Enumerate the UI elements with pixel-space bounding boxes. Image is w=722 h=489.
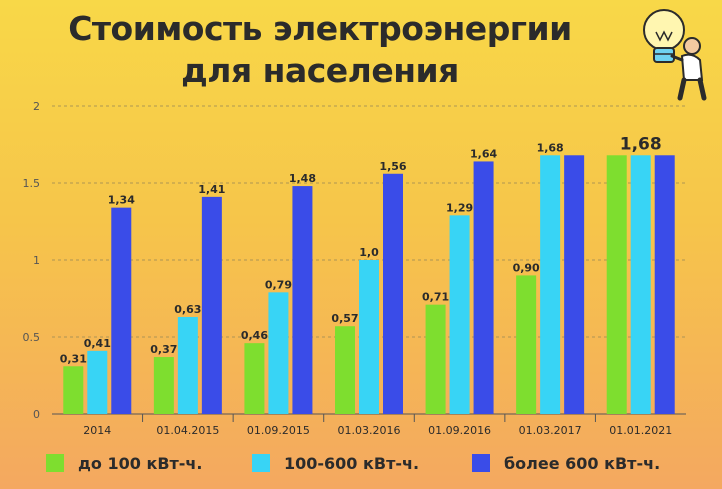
bar-s1-c4 — [449, 215, 470, 414]
data-label-s1-c1: 0,63 — [174, 303, 201, 316]
bar-s0-c1 — [153, 357, 174, 414]
bar-s0-c6 — [606, 155, 627, 414]
data-label-s1-c5: 1,68 — [537, 141, 564, 154]
y-tick-label-2: 1 — [33, 254, 40, 267]
data-label-s1-c4: 1,29 — [446, 201, 473, 214]
legend-swatch-under-100 — [46, 454, 64, 472]
bar-s2-c0 — [111, 207, 132, 414]
data-label-s0-c4: 0,71 — [422, 291, 449, 304]
legend-swatch-100-600 — [252, 454, 270, 472]
bar-s0-c5 — [516, 275, 537, 414]
data-label-s0-c3: 0,57 — [331, 312, 358, 325]
bar-s1-c5 — [540, 155, 561, 414]
bar-s2-c1 — [201, 196, 222, 414]
x-tick-label-6: 01.01.2021 — [609, 424, 672, 437]
x-tick-label-4: 01.09.2016 — [428, 424, 491, 437]
y-tick-label-4: 2 — [33, 100, 40, 113]
data-label-s2-c1: 1,41 — [198, 183, 225, 196]
bar-s1-c0 — [87, 350, 108, 414]
legend-item-over-600: более 600 кВт-ч. — [472, 448, 660, 478]
data-label-s0-c0: 0,31 — [60, 352, 87, 365]
legend-label-under-100: до 100 кВт-ч. — [78, 453, 203, 473]
page-title: Стоимость электроэнергии для населения — [0, 8, 640, 92]
bar-s0-c3 — [335, 326, 355, 414]
x-tick-label-5: 01.03.2017 — [519, 424, 582, 437]
bar-s0-c4 — [425, 304, 446, 414]
title-line-1: Стоимость электроэнергии — [68, 9, 572, 48]
bar-s2-c6 — [654, 155, 675, 414]
x-tick-label-3: 01.03.2016 — [338, 424, 401, 437]
data-label-s2-c3: 1,56 — [379, 160, 406, 173]
bar-s2-c4 — [473, 161, 494, 414]
legend-label-over-600: более 600 кВт-ч. — [504, 453, 661, 473]
legend-swatch-over-600 — [472, 454, 490, 472]
data-label-s1-c6: 1,68 — [620, 134, 662, 154]
bar-s2-c3 — [383, 173, 403, 414]
legend-item-100-600: 100-600 кВт-ч. — [252, 448, 419, 478]
data-label-s0-c2: 0,46 — [241, 329, 268, 342]
y-tick-label-0: 0 — [33, 408, 40, 421]
legend: до 100 кВт-ч. 100-600 кВт-ч. более 600 к… — [0, 448, 722, 478]
bar-s0-c0 — [63, 366, 84, 414]
y-tick-label-3: 1.5 — [23, 177, 41, 190]
bar-s2-c2 — [292, 186, 313, 414]
data-label-s1-c3: 1,0 — [359, 246, 379, 259]
data-label-s0-c5: 0,90 — [513, 261, 540, 274]
x-tick-label-2: 01.09.2015 — [247, 424, 310, 437]
bar-s2-c5 — [564, 155, 585, 414]
legend-label-100-600: 100-600 кВт-ч. — [284, 453, 420, 473]
bar-s0-c2 — [244, 343, 265, 414]
bar-s1-c2 — [268, 292, 289, 414]
data-label-s0-c1: 0,37 — [150, 343, 177, 356]
data-label-s1-c0: 0,41 — [84, 337, 111, 350]
title-line-2: для населения — [181, 51, 459, 90]
x-tick-label-0: 2014 — [83, 424, 111, 437]
data-label-s2-c4: 1,64 — [470, 147, 497, 160]
data-label-s2-c0: 1,34 — [108, 194, 135, 207]
data-label-s2-c2: 1,48 — [289, 172, 316, 185]
x-tick-label-1: 01.04.2015 — [156, 424, 219, 437]
y-tick-label-1: 0.5 — [23, 331, 41, 344]
data-label-s1-c2: 0,79 — [265, 278, 292, 291]
bar-s1-c3 — [359, 260, 379, 414]
bar-s1-c6 — [630, 155, 651, 414]
lightbulb-mascot-icon — [643, 9, 707, 101]
legend-item-under-100: до 100 кВт-ч. — [46, 448, 202, 478]
bar-s1-c1 — [177, 316, 198, 414]
